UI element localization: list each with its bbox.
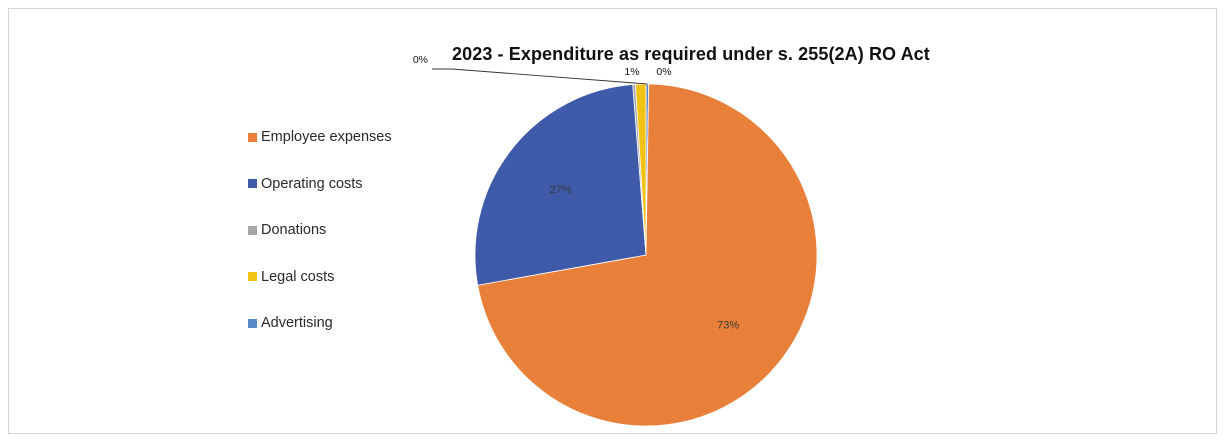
legend-swatch [248,272,257,281]
legend-swatch [248,318,257,328]
legend-swatch [248,225,257,235]
legend-label: Advertising [261,315,333,331]
data-label: 0% [413,54,428,66]
data-label: 73% [717,320,739,332]
data-label: 1% [624,66,639,78]
legend-swatch [248,179,257,188]
legend-label: Employee expenses [261,129,392,145]
data-label: 0% [656,66,671,78]
chart-title: 2023 - Expenditure as required under s. … [452,44,930,64]
legend-label: Donations [261,222,327,238]
legend-item-operating-costs: Operating costs [248,176,392,192]
slice-employee-expenses [477,83,818,427]
leader-line [432,68,648,85]
legend-item-employee-expenses: Employee expenses [248,129,392,145]
legend-label: Legal costs [261,268,335,285]
legend-label: Operating costs [261,175,363,192]
legend-item-legal-costs: Legal costs [248,269,392,285]
legend-swatch [248,132,257,142]
chart-legend: Employee expenses Operating costs Donati… [248,129,392,362]
slice-operating-costs [474,84,647,286]
legend-item-donations: Donations [248,222,392,238]
data-label: 27% [550,184,572,196]
legend-item-advertising: Advertising [248,315,392,331]
